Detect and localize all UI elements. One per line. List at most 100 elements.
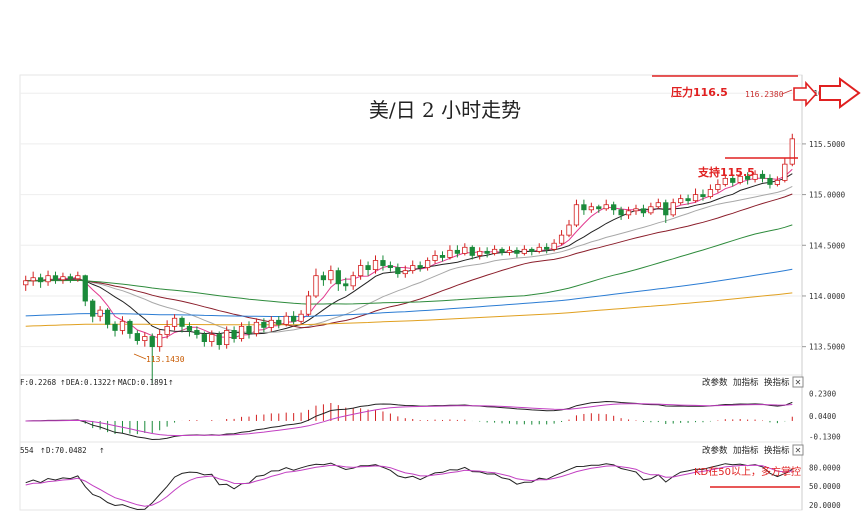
candle-body [171, 317, 178, 327]
candle-body [186, 325, 193, 331]
kd-tick-label: 20.0000 [809, 501, 841, 510]
candle-body [789, 138, 795, 165]
kd-label-d: D:70.0482 [46, 446, 87, 455]
candle-body [551, 242, 557, 250]
candle-body [142, 336, 148, 341]
candle-body [395, 267, 401, 275]
candle-body [715, 184, 721, 190]
candle-body [625, 210, 632, 216]
macd-btn-switch[interactable]: 换指标 [764, 377, 790, 388]
up-arrow-icon: ↑ [60, 379, 66, 387]
macd-close-icon: ✕ [795, 378, 802, 387]
candle-body [97, 309, 103, 317]
price-tick-label: 113.5000 [809, 343, 846, 352]
kd-btn-switch[interactable]: 换指标 [764, 445, 790, 456]
candle-body [75, 275, 81, 280]
candle-body [484, 250, 490, 254]
moving-average-line [25, 185, 793, 334]
macd-label-dea: DEA:0.1322 [66, 378, 111, 387]
candle-body [90, 300, 96, 317]
candle-body [372, 260, 379, 271]
candle-body [134, 333, 140, 341]
kd-d-line [25, 464, 793, 507]
candle-body [194, 330, 200, 335]
macd-close-button[interactable] [792, 376, 804, 388]
candle-body [596, 206, 602, 210]
kd-btn-params[interactable]: 改参数 [702, 445, 728, 456]
candle-body [424, 260, 431, 268]
candle-body [52, 275, 59, 281]
up-arrow-icon: ↑ [111, 379, 117, 387]
candle-body [700, 194, 706, 198]
candle-body [410, 265, 416, 272]
candle-body [722, 177, 728, 185]
candle-body [417, 265, 423, 268]
candle-body [23, 280, 29, 286]
up-arrow-icon: ↑ [40, 447, 46, 455]
candle-body [737, 175, 743, 183]
candle-body [611, 204, 617, 211]
arrow-right-icon [793, 80, 818, 108]
candle-body [618, 209, 624, 216]
candle-body [469, 246, 475, 256]
candle-body [782, 163, 788, 181]
candle-body [499, 248, 505, 253]
up-arrow-icon: ↑ [168, 379, 174, 387]
kd-close-button[interactable] [792, 444, 804, 456]
candle-body [119, 320, 126, 331]
candle-body [439, 255, 446, 258]
chart-title: 美/日 2 小时走势 [369, 98, 521, 122]
candle-body [67, 276, 74, 280]
low-price-label: 113.1430 [146, 355, 185, 364]
candle-body [752, 173, 758, 180]
candle-body [350, 275, 356, 287]
candle-body [313, 275, 319, 297]
candle-body [744, 175, 751, 180]
candle-body [529, 248, 535, 252]
candle-body [268, 319, 274, 328]
candle-body [30, 277, 36, 282]
candle-body [491, 248, 498, 254]
candle-body [60, 276, 66, 281]
macd-label-macd: MACD:0.1891 [118, 378, 168, 387]
candle-body [640, 208, 647, 214]
candle-body [521, 248, 527, 254]
candle-body [380, 260, 386, 266]
candle-body [357, 265, 364, 277]
low-price-leader [133, 353, 147, 360]
candle-body [566, 224, 572, 236]
candle-body [328, 270, 334, 281]
moving-average-line [25, 292, 793, 327]
candle-body [707, 189, 714, 198]
candle-body [432, 255, 438, 261]
candle-body [149, 336, 155, 348]
candle-body [261, 321, 267, 328]
kd-btn-add[interactable]: 加指标 [733, 445, 759, 456]
candle-body [231, 330, 237, 339]
macd-label-dif: F:0.2268 [20, 378, 57, 387]
resistance-label: 压力116.5 [671, 85, 728, 99]
candle-body [37, 277, 44, 283]
candle-body [224, 330, 230, 346]
candle-body [112, 323, 118, 331]
candle-body [759, 173, 766, 179]
macd-dea-line [25, 403, 793, 436]
candle-body [678, 198, 684, 204]
macd-btn-params[interactable]: 改参数 [702, 377, 728, 388]
candle-body [283, 315, 289, 325]
candle-body [298, 313, 304, 322]
moving-average-line [25, 224, 793, 305]
candle-body [477, 250, 483, 256]
macd-btn-add[interactable]: 加指标 [733, 377, 759, 388]
candle-body [216, 334, 222, 346]
candle-body [633, 208, 639, 212]
macd-dif-line [25, 400, 793, 441]
candle-body [343, 283, 349, 287]
kd-close-icon: ✕ [795, 446, 802, 455]
price-tick-label: 115.5000 [809, 140, 846, 149]
macd-tick-label: 0.2300 [809, 390, 837, 399]
support-label: 支持115.5 [697, 165, 755, 179]
candle-body [305, 295, 312, 315]
kd-tick-label: 80.0000 [809, 463, 841, 472]
macd-tick-label: 0.0400 [809, 412, 837, 421]
